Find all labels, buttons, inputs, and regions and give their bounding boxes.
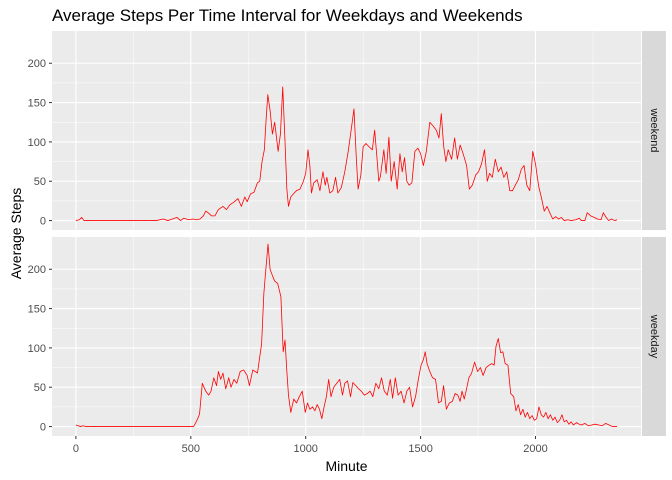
x-axis-label: Minute [325, 458, 367, 474]
x-tick-label: 2000 [523, 443, 547, 455]
y-tick-label: 0 [40, 216, 46, 228]
y-tick-label: 150 [28, 98, 46, 110]
series-line-weekend [75, 86, 618, 221]
series-line-weekday [75, 243, 618, 427]
y-tick-label: 50 [34, 382, 46, 394]
x-tick-label: 500 [182, 443, 200, 455]
facet-strip [642, 237, 666, 436]
panel-background [52, 237, 641, 436]
x-tick-label: 0 [73, 443, 79, 455]
y-tick-label: 100 [28, 343, 46, 355]
y-tick-label: 150 [28, 304, 46, 316]
y-tick-label: 0 [40, 422, 46, 434]
facet-strip-label: weekend [648, 107, 660, 152]
y-axis-label: Average Steps [8, 188, 24, 280]
y-tick-label: 200 [28, 58, 46, 70]
y-tick-label: 50 [34, 176, 46, 188]
facet-strip-label: weekday [648, 314, 660, 359]
x-tick-label: 1500 [408, 443, 432, 455]
y-tick-label: 100 [28, 137, 46, 149]
panel-background [52, 31, 641, 230]
x-tick-label: 1000 [293, 443, 317, 455]
facet-strip [642, 31, 666, 230]
chart-title: Average Steps Per Time Interval for Week… [52, 6, 523, 25]
y-tick-label: 200 [28, 264, 46, 276]
